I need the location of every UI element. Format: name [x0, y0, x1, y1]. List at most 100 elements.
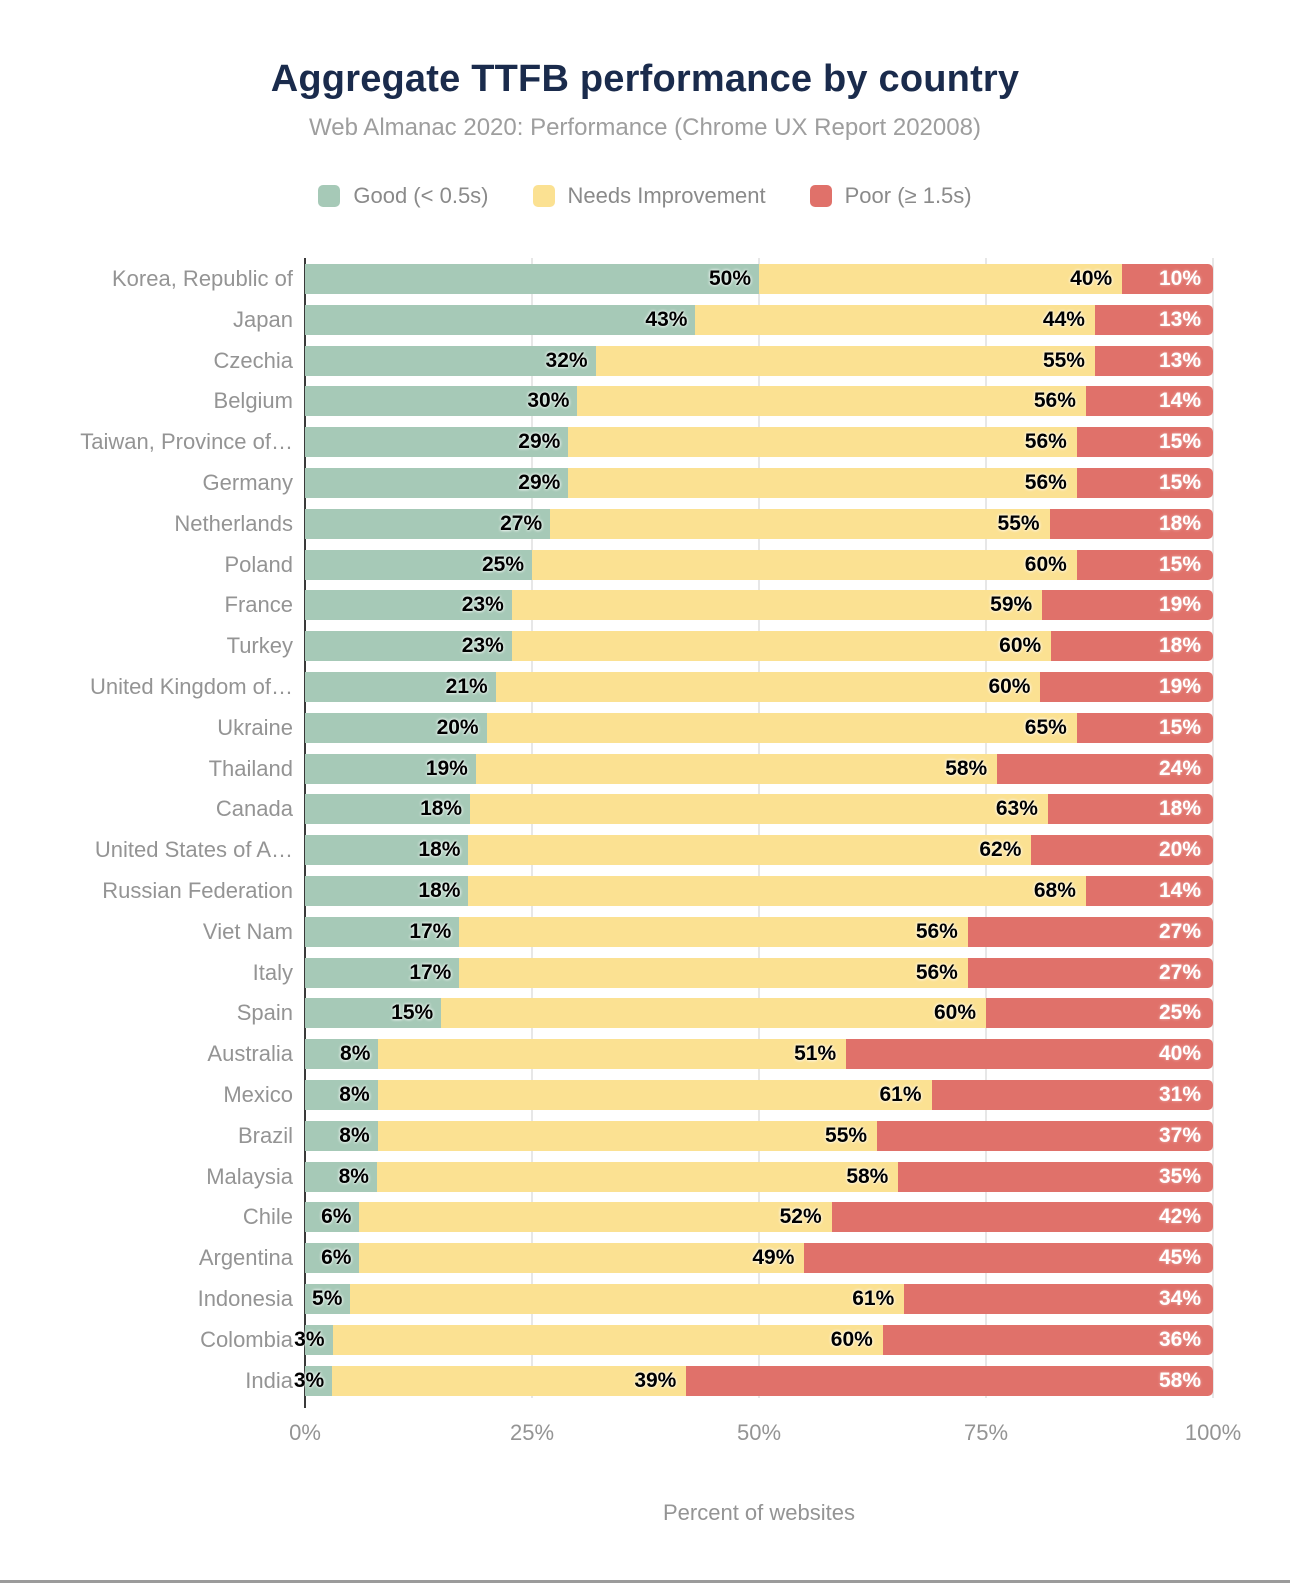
bar-segment-poor[interactable]: 31%	[931, 1079, 1213, 1110]
bar-segment-good[interactable]: 30%	[305, 386, 578, 417]
bar-segment-needs-improvement[interactable]: 60%	[532, 549, 1077, 580]
bar-segment-poor[interactable]: 14%	[1085, 875, 1213, 906]
bar-segment-good[interactable]: 6%	[305, 1243, 360, 1274]
bar-segment-needs-improvement[interactable]: 63%	[470, 794, 1048, 825]
bar-row: India 3% 39% 58%	[0, 1365, 1290, 1396]
bar-segment-poor[interactable]: 58%	[686, 1365, 1213, 1396]
bar-segment-needs-improvement[interactable]: 60%	[441, 998, 986, 1029]
bar-segment-good[interactable]: 3%	[294, 1365, 333, 1396]
bar-segment-good[interactable]: 23%	[305, 631, 512, 662]
bar-segment-needs-improvement[interactable]: 60%	[332, 1324, 883, 1355]
bar-segment-poor[interactable]: 13%	[1094, 304, 1213, 335]
bar-segment-poor[interactable]: 13%	[1094, 345, 1214, 376]
bar-segment-poor[interactable]: 15%	[1076, 427, 1213, 458]
category-label: Indonesia	[197, 1285, 293, 1311]
bar-segment-good[interactable]: 29%	[305, 467, 569, 498]
bar-segment-good[interactable]: 23%	[305, 590, 512, 621]
bar-segment-needs-improvement[interactable]: 56%	[568, 467, 1077, 498]
bar-segment-poor[interactable]: 25%	[986, 998, 1213, 1029]
bar-segment-needs-improvement[interactable]: 55%	[550, 508, 1050, 539]
bar-segment-poor[interactable]: 42%	[831, 1202, 1213, 1233]
bar-segment-good[interactable]: 43%	[305, 304, 696, 335]
bar-segment-good[interactable]: 15%	[305, 998, 442, 1029]
bar-segment-good[interactable]: 50%	[305, 264, 759, 294]
category-label: Chile	[242, 1204, 293, 1230]
bar-segment-poor[interactable]: 45%	[804, 1243, 1213, 1274]
bar-segment-good[interactable]: 8%	[305, 1079, 378, 1110]
bar-segment-good[interactable]: 17%	[305, 957, 460, 988]
bar-segment-poor[interactable]: 36%	[882, 1324, 1213, 1355]
bar-segment-needs-improvement[interactable]: 56%	[459, 957, 968, 988]
bar-segment-needs-improvement[interactable]: 68%	[468, 875, 1086, 906]
bar-segment-poor[interactable]: 18%	[1051, 631, 1213, 662]
bar-segment-poor[interactable]: 40%	[846, 1039, 1213, 1070]
value-label: 18%	[418, 878, 461, 902]
bar-segment-good[interactable]: 27%	[305, 508, 551, 539]
bar-segment-poor[interactable]: 14%	[1085, 386, 1214, 417]
bar-segment-poor[interactable]: 19%	[1040, 671, 1213, 702]
bar-segment-good[interactable]: 25%	[305, 549, 532, 580]
bar-segment-poor[interactable]: 20%	[1031, 835, 1213, 866]
category-label: Colombia	[200, 1326, 293, 1352]
bar-segment-good[interactable]: 8%	[305, 1120, 378, 1151]
bar-segment-needs-improvement[interactable]: 56%	[459, 916, 968, 947]
bar-segment-poor[interactable]: 27%	[967, 916, 1213, 947]
bar-row: Japan 43% 44% 13%	[0, 304, 1290, 335]
bar-segment-poor[interactable]: 34%	[904, 1283, 1213, 1314]
bar-segment-poor[interactable]: 15%	[1076, 467, 1213, 498]
bar-segment-needs-improvement[interactable]: 59%	[511, 590, 1043, 621]
bar-segment-needs-improvement[interactable]: 60%	[495, 671, 1041, 702]
bar-segment-poor[interactable]: 15%	[1076, 549, 1213, 580]
bar-segment-needs-improvement[interactable]: 56%	[577, 386, 1086, 417]
bar-segment-needs-improvement[interactable]: 58%	[475, 753, 998, 784]
bar-segment-needs-improvement[interactable]: 44%	[695, 304, 1095, 335]
bar-segment-needs-improvement[interactable]: 51%	[378, 1039, 847, 1070]
bar-segment-needs-improvement[interactable]: 55%	[377, 1120, 878, 1151]
category-label: France	[224, 592, 293, 618]
bar-segment-poor[interactable]: 18%	[1049, 508, 1213, 539]
bar-segment-poor[interactable]: 19%	[1042, 590, 1213, 621]
value-label: 27%	[1158, 960, 1201, 984]
bar-segment-good[interactable]: 18%	[305, 835, 469, 866]
value-label: 52%	[779, 1205, 822, 1229]
bar-segment-good[interactable]: 5%	[305, 1283, 351, 1314]
bar-segment-good[interactable]: 6%	[305, 1202, 360, 1233]
bar-segment-needs-improvement[interactable]: 49%	[359, 1243, 805, 1274]
bar-segment-good[interactable]: 19%	[305, 753, 476, 784]
value-label: 19%	[1158, 593, 1201, 617]
bar-segment-needs-improvement[interactable]: 55%	[595, 345, 1095, 376]
bar-row: Canada 18% 63% 18%	[0, 794, 1290, 825]
bar-segment-good[interactable]: 18%	[305, 794, 471, 825]
bar-segment-needs-improvement[interactable]: 39%	[332, 1365, 687, 1396]
bar-segment-good[interactable]: 3%	[294, 1324, 333, 1355]
bar-segment-needs-improvement[interactable]: 58%	[376, 1161, 899, 1192]
bar-segment-needs-improvement[interactable]: 40%	[759, 264, 1123, 294]
bar-segment-good[interactable]: 8%	[305, 1039, 379, 1070]
bar-segment-good[interactable]: 21%	[305, 671, 496, 702]
bar-segment-poor[interactable]: 35%	[898, 1161, 1213, 1192]
value-label: 10%	[1158, 267, 1201, 290]
bar-segment-good[interactable]: 32%	[305, 345, 596, 376]
bar-segment-poor[interactable]: 27%	[967, 957, 1213, 988]
bar-segment-good[interactable]: 29%	[305, 427, 569, 458]
bar-segment-needs-improvement[interactable]: 65%	[486, 712, 1077, 743]
bar-segment-poor[interactable]: 18%	[1047, 794, 1213, 825]
bar-segment-poor[interactable]: 37%	[877, 1120, 1213, 1151]
stacked-bar: 43% 44% 13%	[305, 304, 1213, 335]
bar-segment-needs-improvement[interactable]: 52%	[359, 1202, 832, 1233]
value-label: 35%	[1158, 1164, 1201, 1188]
bar-segment-needs-improvement[interactable]: 62%	[468, 835, 1032, 866]
bar-segment-needs-improvement[interactable]: 61%	[377, 1079, 932, 1110]
bar-segment-needs-improvement[interactable]: 61%	[350, 1283, 905, 1314]
bar-segment-needs-improvement[interactable]: 60%	[511, 631, 1052, 662]
bar-segment-poor[interactable]: 24%	[997, 753, 1213, 784]
bar-segment-poor[interactable]: 15%	[1076, 712, 1213, 743]
bar-segment-good[interactable]: 18%	[305, 875, 469, 906]
bar-segment-needs-improvement[interactable]: 56%	[568, 427, 1077, 458]
value-label: 15%	[1158, 430, 1201, 454]
bar-segment-good[interactable]: 20%	[305, 712, 487, 743]
bar-segment-good[interactable]: 8%	[305, 1161, 377, 1192]
bar-segment-good[interactable]: 17%	[305, 916, 460, 947]
bar-segment-poor[interactable]: 10%	[1122, 264, 1213, 294]
